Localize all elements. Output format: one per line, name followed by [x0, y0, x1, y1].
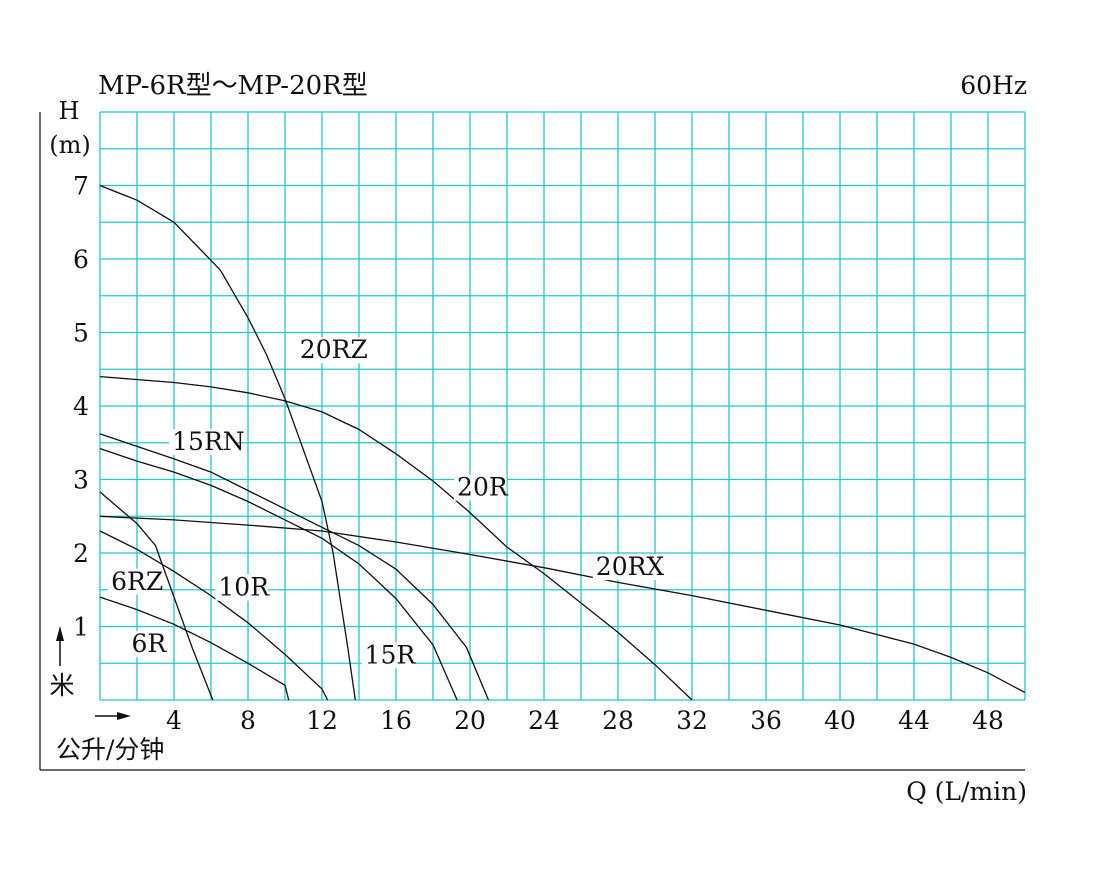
curve-label-bg: [454, 474, 507, 501]
curve-label-bg: [128, 631, 166, 658]
curve-label-bg: [296, 337, 365, 364]
y-axis-symbol: H: [59, 97, 80, 125]
x-tick-labels: 4 8 12 16 20 24 28 32 36 40 44 48: [166, 706, 1004, 735]
curve-labels: 20RZ 20R 15RN 20RX 6RZ 10R 6R 15R: [108, 335, 664, 669]
y-axis-cn-label: 米: [49, 671, 74, 700]
y-tick-label: 2: [73, 539, 89, 568]
x-axis-label: Q (L/min): [906, 777, 1027, 806]
x-tick-label: 36: [750, 706, 782, 735]
curve-label-6r: 6R: [131, 629, 167, 658]
x-tick-label: 24: [528, 706, 560, 735]
curve-label-10r: 10R: [218, 573, 270, 602]
grid: [99, 111, 1026, 701]
curve-label-20rx: 20RX: [596, 552, 665, 581]
x-tick-label: 28: [602, 706, 634, 735]
y-tick-label: 1: [73, 613, 89, 642]
x-right-arrow-head: [117, 712, 131, 720]
x-tick-label: 40: [824, 706, 856, 735]
y-up-arrow-head: [56, 626, 64, 641]
curve-15rn: [99, 433, 490, 701]
curve-label-15rn: 15RN: [172, 427, 245, 456]
curves: [99, 184, 1026, 701]
curve-label-20r: 20R: [457, 473, 509, 502]
x-tick-label: 44: [898, 706, 930, 735]
curve-label-bg: [361, 642, 415, 669]
curve-6rz: [99, 491, 214, 701]
y-axis-unit: (m): [49, 131, 90, 159]
curve-label-20rz: 20RZ: [300, 335, 368, 364]
curve-label-bg: [592, 554, 661, 581]
curve-label-6rz: 6RZ: [111, 567, 163, 596]
y-tick-labels: 1 2 3 4 5 6 7: [73, 172, 89, 642]
x-tick-label: 8: [240, 706, 256, 735]
x-tick-label: 48: [972, 706, 1004, 735]
curve-20rx: [99, 515, 1026, 694]
y-tick-label: 3: [73, 466, 89, 495]
curve-10r: [99, 530, 329, 701]
curve-label-bg: [215, 574, 268, 601]
chart-title: MP-6R型～MP-20R型: [98, 71, 368, 101]
curve-6r: [99, 596, 290, 701]
x-tick-label: 20: [454, 706, 486, 735]
y-tick-label: 6: [73, 245, 89, 274]
curve-label-bg: [108, 568, 161, 595]
x-tick-label: 32: [676, 706, 708, 735]
curve-20r: [99, 375, 693, 701]
x-tick-label: 16: [380, 706, 412, 735]
curve-15r: [99, 447, 458, 701]
x-axis-cn-label: 公升/分钟: [56, 735, 164, 764]
curve-label-bg: [169, 429, 238, 456]
y-tick-label: 5: [73, 319, 89, 348]
curve-20rz: [99, 184, 356, 701]
curve-label-15r: 15R: [365, 640, 417, 669]
y-tick-label: 4: [73, 392, 89, 421]
frequency-label: 60Hz: [960, 71, 1027, 100]
x-tick-label: 12: [306, 706, 338, 735]
y-tick-label: 7: [73, 172, 89, 201]
x-tick-label: 4: [166, 706, 182, 735]
